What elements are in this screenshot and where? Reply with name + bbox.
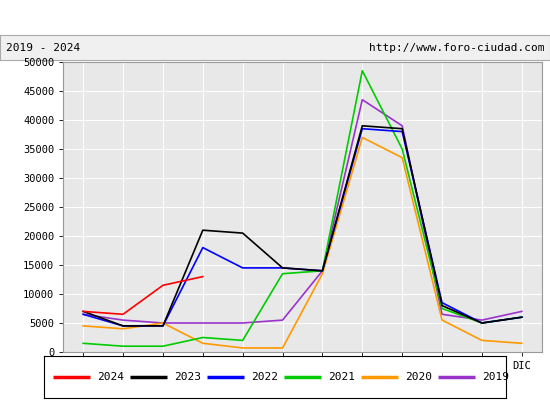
Text: 2020: 2020	[405, 372, 432, 382]
Text: 2021: 2021	[328, 372, 355, 382]
Text: http://www.foro-ciudad.com: http://www.foro-ciudad.com	[369, 42, 544, 52]
Text: 2022: 2022	[251, 372, 278, 382]
Text: Evolucion Nº Turistas Nacionales en el municipio de Guardamar del Segura: Evolucion Nº Turistas Nacionales en el m…	[9, 11, 541, 24]
Text: 2023: 2023	[174, 372, 201, 382]
Text: 2019 - 2024: 2019 - 2024	[6, 42, 80, 52]
Text: 2024: 2024	[97, 372, 124, 382]
Text: 2019: 2019	[482, 372, 509, 382]
